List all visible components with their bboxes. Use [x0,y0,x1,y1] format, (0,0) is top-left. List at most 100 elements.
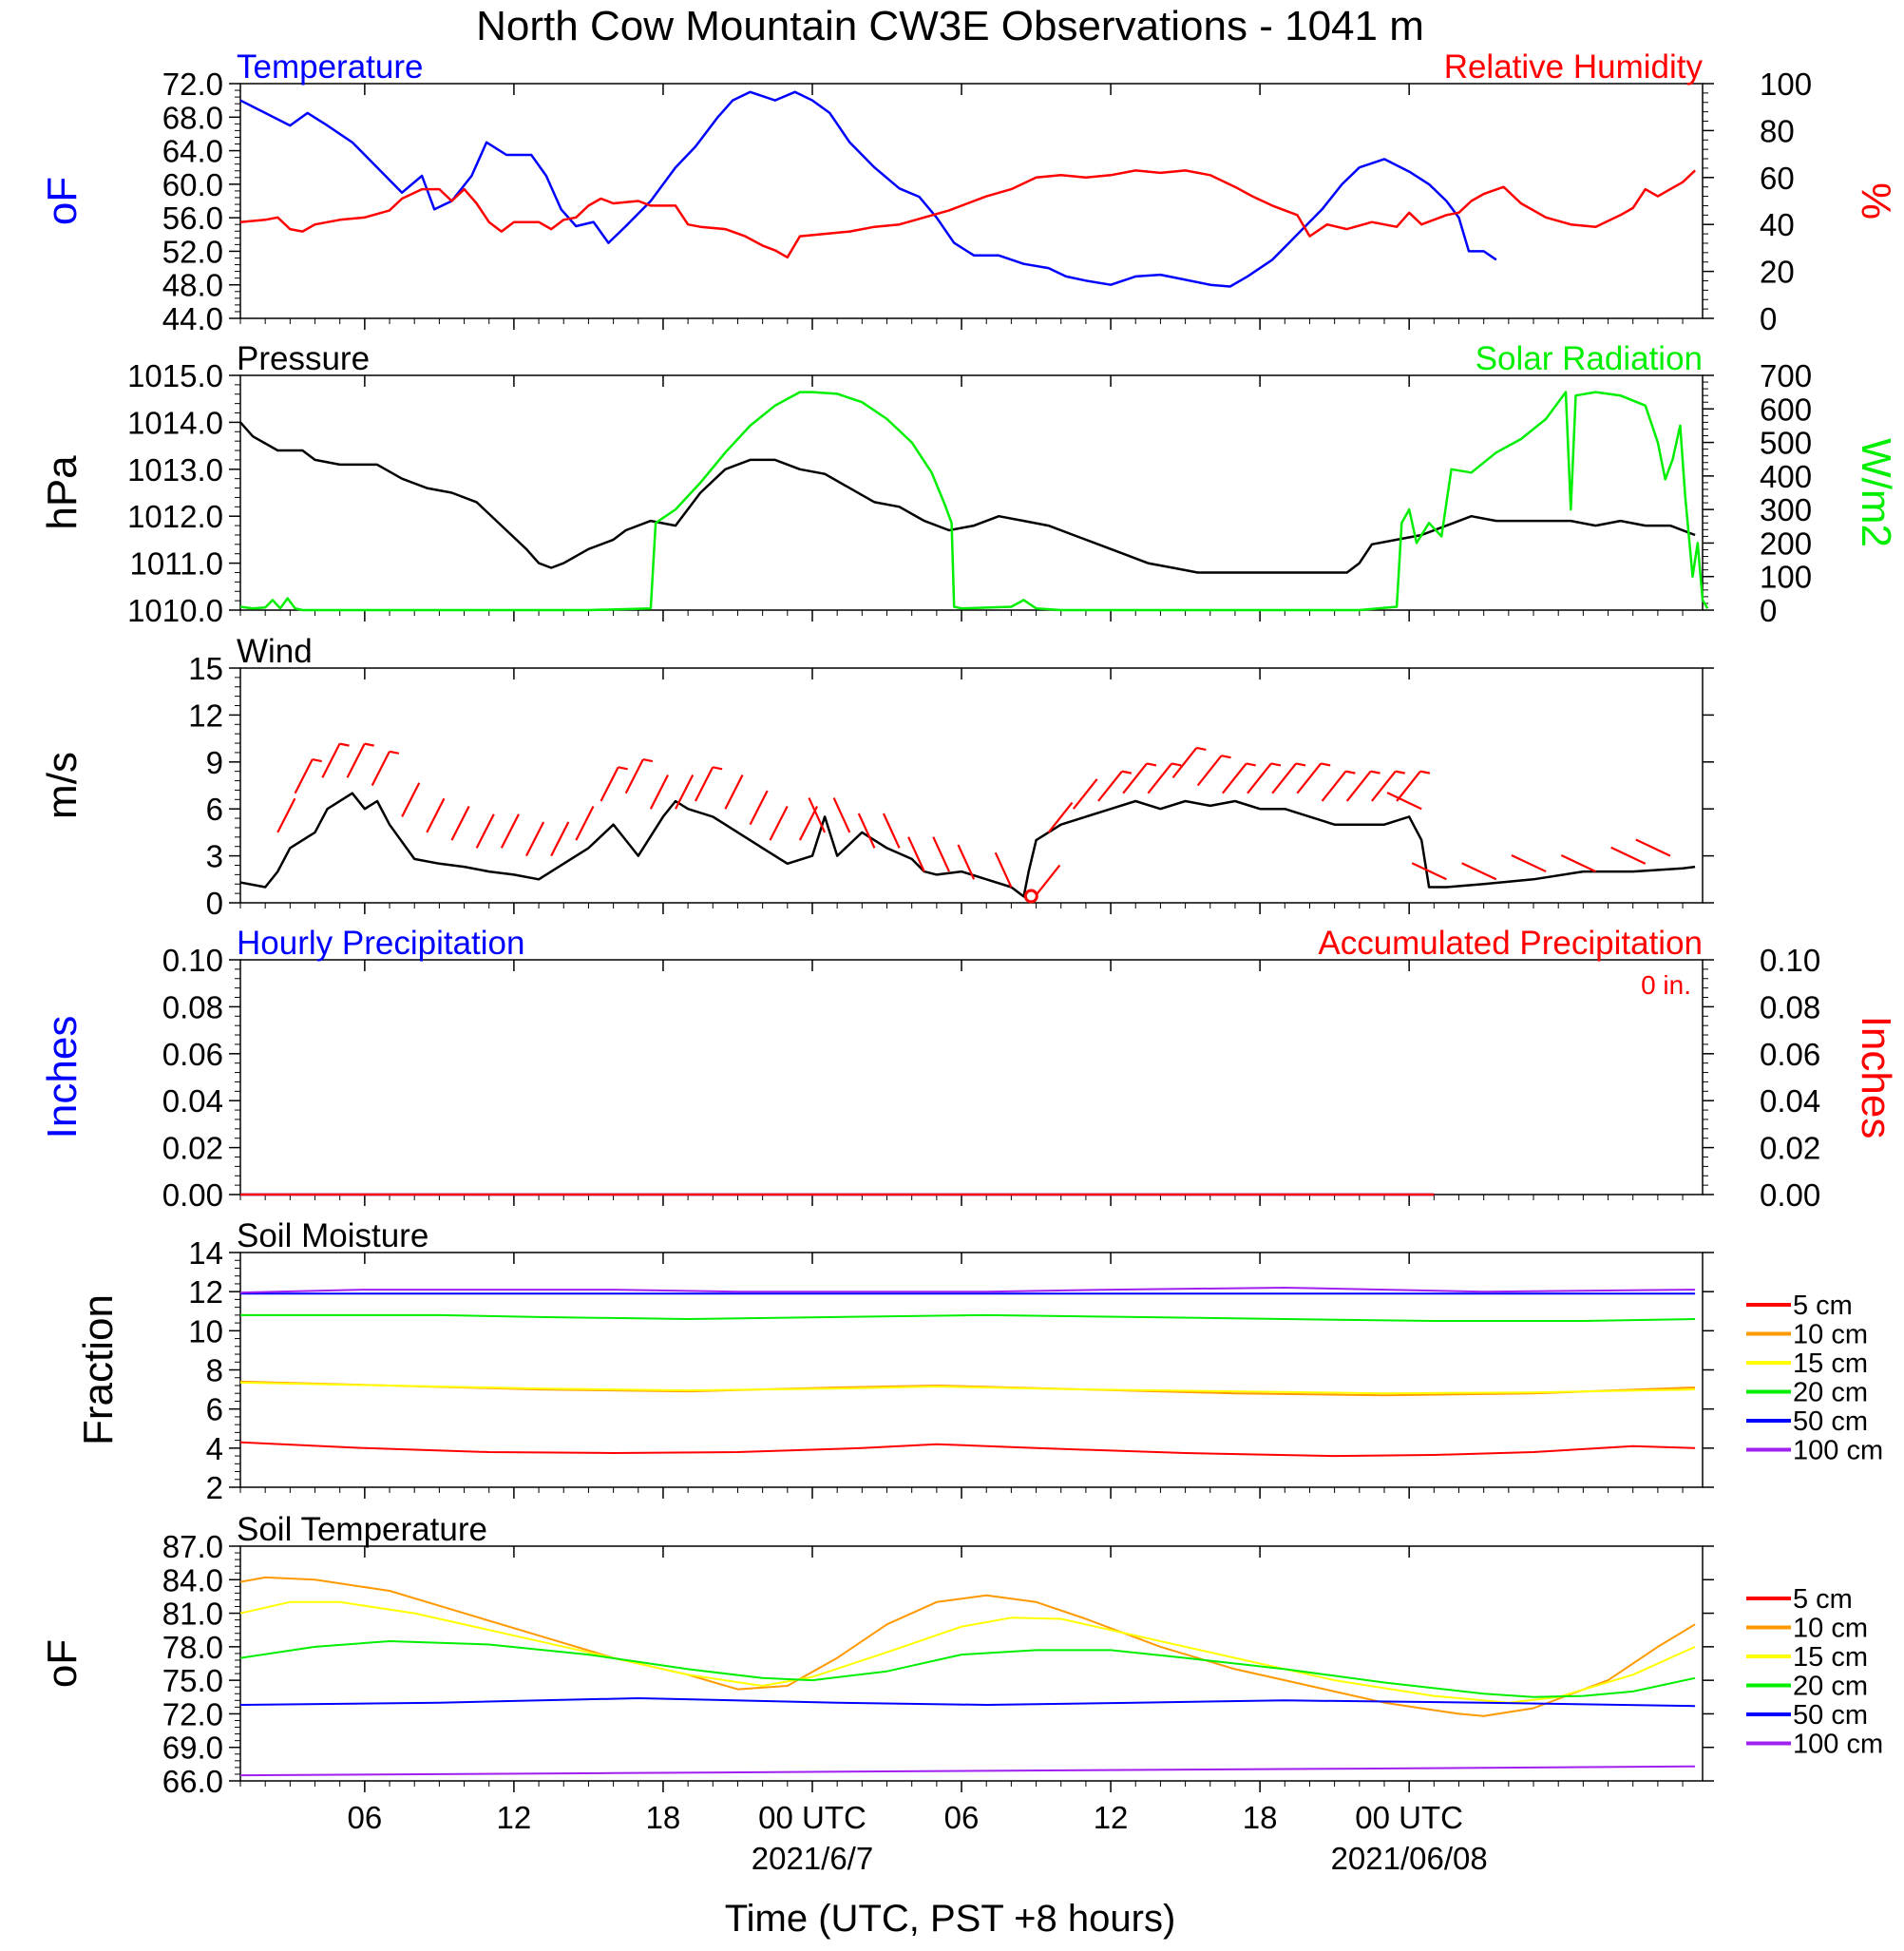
wind-barb [321,742,350,778]
wind-barb-staff [346,743,366,778]
wind-barb [1097,770,1133,802]
wind-barb-staff [1171,747,1198,778]
wind-barb-flag [642,758,654,763]
y-right-tick-label: 100 [1760,67,1812,102]
wind-barb [957,844,976,880]
wind-barb [1345,770,1380,802]
legend-label: 100 cm [1793,1730,1883,1760]
panel-soil_temperature: 66.069.072.075.078.081.084.087.0 Soil Tem… [39,1511,1883,1799]
y-right-tick-label: 100 [1760,560,1812,595]
wind-barb-staff [1097,770,1123,802]
legend-label: 10 cm [1793,1320,1868,1350]
wind-barb [724,775,744,810]
x-tick-label: 18 [1243,1800,1278,1835]
y-right-tick-label: 0 [1760,301,1777,336]
y-right-tick-label: 500 [1760,426,1812,461]
wind-barb [624,758,654,794]
wind-barb-staff [426,797,446,833]
panel-left-title: Temperature [237,48,423,86]
y-left-tick-label: 0.08 [162,989,223,1024]
series-temperature [239,90,1497,288]
wind-barb [575,805,595,841]
wind-barb [1247,762,1282,794]
x-tick-label: 00 UTC [758,1800,866,1835]
y-left-tick-label: 3 [206,839,223,874]
wind-barb-flag [1221,755,1231,759]
wind-barb-staff [624,758,644,794]
series-15-cm [239,1600,1696,1704]
y-left-tick-label: 60.0 [162,167,223,202]
wind-barb-flag [1395,770,1405,775]
wind-barb [798,805,819,841]
wind-barb-staff [994,851,1013,888]
wind-barb-flag [1270,762,1282,767]
wind-barb-staff [649,775,669,810]
wind-barb-staff [675,775,695,810]
y-left-tick-label: 8 [206,1353,223,1388]
y-left-tick-label: 52.0 [162,234,223,269]
series-50-cm [239,1697,1696,1708]
y-right-tick-label: 0.00 [1760,1177,1820,1213]
wind-barb [1221,762,1256,794]
x-tick-label: 00 UTC [1355,1800,1463,1835]
y-left-tick-label: 72.0 [162,67,223,102]
y-right-tick-label: 0.10 [1760,943,1820,978]
wind-barb [1122,762,1157,794]
wind-barb-staff [371,751,390,786]
wind-barb [649,775,669,810]
calm-wind-marker [1023,889,1038,904]
wind-barb [475,813,495,849]
wind-barb-staff [882,813,901,849]
y-right-tick-label: 60 [1760,161,1795,196]
wind-barb-staff [1122,762,1148,794]
y-right-axis-label: W/m2 [1853,438,1899,547]
wind-barb [371,750,400,786]
wind-barb-flag [312,758,322,763]
wind-barb-staff [475,813,495,849]
series-wind [239,792,1696,898]
y-right-tick-label: 700 [1760,358,1812,393]
y-left-axis-label: oF [39,177,86,225]
wind-barb-staff [907,836,925,872]
wind-barb-flag [1419,770,1431,775]
y-left-tick-label: 10 [188,1313,223,1348]
wind-barb [1321,770,1356,802]
panel-frame [239,374,1704,611]
y-left-tick-label: 48.0 [162,268,223,303]
y-left-tick-label: 0.10 [162,943,223,978]
wind-barb-flag [1321,762,1331,767]
legend-label: 5 cm [1793,1291,1853,1321]
wind-barb [525,821,545,857]
wind-barb-staff [1396,770,1421,802]
wind-barb [1610,846,1647,865]
panel-pressure_solar: 1010.0 1011.0 1012.0 1013.0 1014.0 1015.0 0100… [39,340,1899,628]
wind-barb [450,805,470,841]
y-left-tick-label: 12 [188,1274,223,1310]
wind-barb-flag [712,766,723,771]
precip-total-annotation: 0 in. [1641,970,1691,1000]
panel-right-title: Solar Radiation [1476,340,1703,377]
panels: 44.048.052.056.060.064.068.072.002040608… [39,48,1899,1799]
y-right-tick-label: 80 [1760,113,1795,148]
wind-barb-flag [1246,762,1256,767]
wind-barb-staff [1247,762,1272,794]
wind-barb [600,766,628,802]
wind-barb-staff [1560,853,1596,873]
wind-barb-staff [932,836,950,872]
legend-label: 20 cm [1793,1672,1868,1702]
legend-label: 5 cm [1793,1584,1853,1615]
wind-barb [1511,853,1547,873]
wind-barb-staff [1047,801,1074,833]
y-left-tick-label: 56.0 [162,201,223,236]
wind-barb [426,797,446,833]
y-left-tick-label: 6 [206,792,223,827]
wind-barb [346,742,374,778]
wind-barb-staff [575,805,595,841]
panel-frame [239,667,1704,904]
wind-barb-staff [294,758,314,794]
y-left-tick-label: 1013.0 [127,452,223,488]
y-left-tick-label: 84.0 [162,1562,223,1597]
y-left-tick-label: 6 [206,1392,223,1427]
